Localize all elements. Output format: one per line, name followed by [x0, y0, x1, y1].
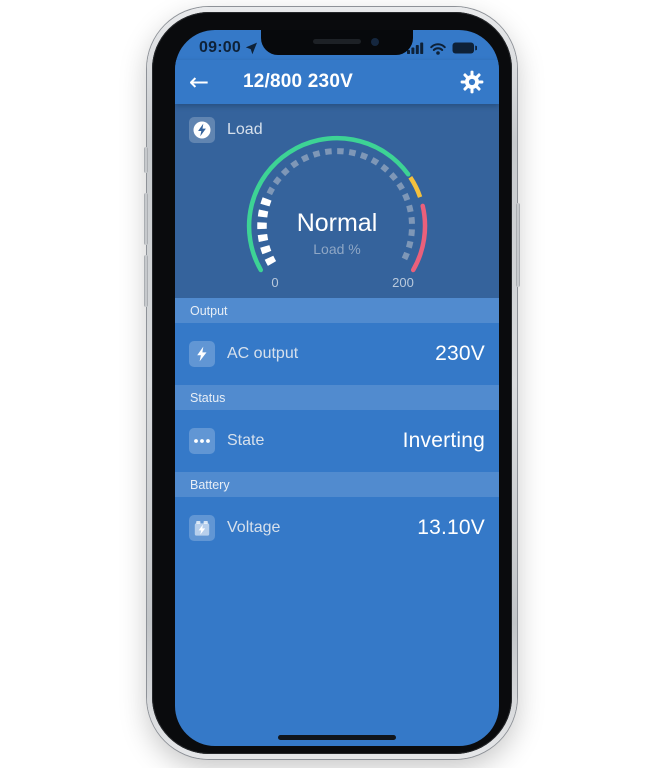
- section-header-output: Output: [175, 298, 499, 323]
- detail-sections: Output AC output 230V Status: [175, 298, 499, 559]
- volume-down-button: [144, 255, 148, 307]
- load-gauge-card: Load Normal Load: [175, 104, 499, 298]
- home-indicator[interactable]: [278, 735, 396, 740]
- notch: [261, 30, 413, 55]
- load-gauge: Normal Load % 0 200: [227, 130, 447, 298]
- status-bar: 09:00: [175, 30, 499, 62]
- gauge-status-text: Normal: [297, 209, 378, 237]
- row-value: 230V: [435, 342, 485, 365]
- row-label: State: [227, 432, 265, 449]
- page-title: 12/800 230V: [243, 71, 353, 92]
- gauge-ticks-inactive: [259, 148, 415, 265]
- back-button[interactable]: ←: [189, 68, 210, 96]
- speaker-grill: [313, 39, 361, 44]
- gauge-zone-red: [410, 203, 428, 273]
- app-screen: 09:00: [175, 30, 499, 746]
- section-header-status: Status: [175, 385, 499, 410]
- row-state[interactable]: State Inverting: [175, 410, 499, 472]
- gauge-unit-label: Load %: [313, 241, 360, 257]
- nav-bar: ← 12/800 230V: [175, 60, 499, 104]
- bolt-icon: [189, 341, 215, 367]
- phone-bezel: 09:00: [152, 12, 512, 754]
- section-header-battery: Battery: [175, 472, 499, 497]
- battery-status-icon: [452, 42, 477, 54]
- row-label: AC output: [227, 345, 299, 362]
- cellular-signal-icon: [407, 42, 424, 54]
- section-header-label: Battery: [190, 477, 230, 492]
- ellipsis-icon: [189, 428, 215, 454]
- clock: 09:00: [199, 39, 241, 56]
- row-value: 13.10V: [417, 516, 485, 539]
- wifi-icon: [430, 42, 446, 55]
- row-value: Inverting: [402, 429, 485, 452]
- gauge-zone-green: [246, 135, 411, 273]
- power-button: [516, 203, 520, 287]
- row-label: Voltage: [227, 519, 281, 536]
- gauge-scale-max: 200: [392, 275, 414, 290]
- section-header-label: Status: [190, 390, 226, 405]
- phone-frame: 09:00: [144, 7, 520, 759]
- gauge-scale-min: 0: [271, 275, 278, 290]
- mute-switch: [144, 147, 148, 173]
- section-header-label: Output: [190, 303, 228, 318]
- load-icon: [189, 117, 215, 143]
- gear-icon: [460, 70, 484, 94]
- volume-up-button: [144, 193, 148, 245]
- gauge-zone-yellow: [408, 176, 423, 198]
- front-camera: [371, 38, 379, 46]
- battery-bolt-icon: [189, 515, 215, 541]
- settings-button[interactable]: [459, 69, 485, 95]
- gauge-card-title: Load: [227, 121, 263, 138]
- location-arrow-icon: [245, 42, 257, 54]
- row-voltage[interactable]: Voltage 13.10V: [175, 497, 499, 559]
- row-ac-output[interactable]: AC output 230V: [175, 323, 499, 385]
- gauge-ticks-active: [257, 193, 277, 266]
